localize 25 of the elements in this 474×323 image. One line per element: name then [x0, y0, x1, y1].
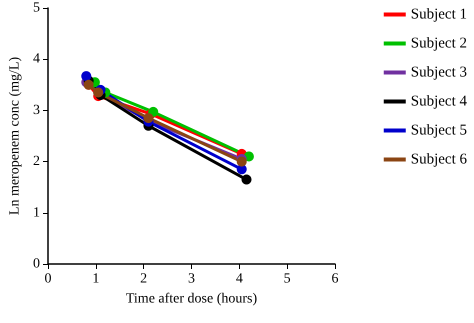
x-tick-label: 3 [188, 272, 195, 286]
point [143, 113, 154, 124]
y-tick-label: 3 [33, 102, 40, 118]
x-tick-label: 6 [332, 272, 338, 286]
y-tick-label: 1 [33, 205, 40, 220]
y-tick-label: 4 [33, 52, 40, 67]
x-axis-title: Time after dose (hours) [126, 292, 258, 306]
legend-label: Subject 6 [410, 152, 468, 168]
point [236, 156, 247, 167]
y-tick-label: 2 [33, 154, 40, 170]
legend-label: Subject 5 [410, 122, 468, 138]
legend-label: Subject 3 [410, 64, 468, 80]
x-tick-label: 0 [44, 272, 52, 286]
y-tick-label: 0 [33, 256, 40, 272]
x-tick-label: 2 [140, 272, 148, 286]
legend-label: Subject 2 [410, 36, 468, 52]
legend-label: Subject 1 [410, 6, 468, 22]
y-axis-title: Ln meropenem conc (mg/L) [8, 56, 23, 216]
legend-label: Subject 4 [410, 94, 468, 110]
x-tick-label: 5 [284, 272, 291, 286]
point [81, 71, 92, 82]
y-tick-label: 5 [33, 0, 40, 16]
point [242, 174, 252, 185]
x-tick-label: 1 [92, 272, 100, 286]
x-tick-label: 4 [236, 272, 243, 286]
